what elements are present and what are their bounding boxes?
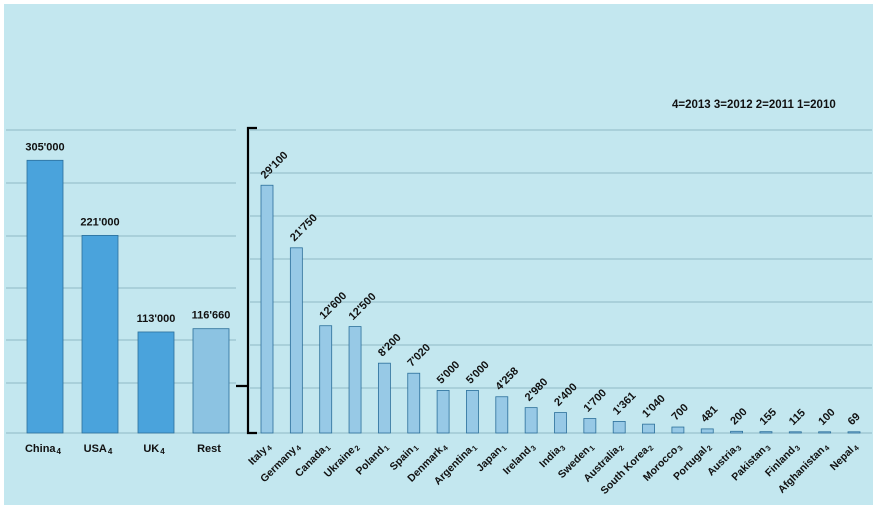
- bar-morocco: [671, 426, 685, 434]
- tick-label-usa: USA4: [84, 443, 113, 456]
- tick-subscript: 1: [411, 443, 420, 452]
- tick-subscript: 3: [558, 443, 567, 452]
- rest-bracket: [236, 126, 257, 435]
- bar-portugal: [700, 428, 714, 434]
- bar-south-korea: [642, 423, 655, 434]
- tick-subscript: 1: [499, 443, 508, 452]
- tick-subscript: 4: [160, 447, 165, 456]
- bar-uk: [137, 331, 175, 434]
- bar-india: [554, 412, 567, 434]
- tick-subscript: 4: [294, 443, 304, 453]
- tick-subscript: 1: [382, 443, 391, 452]
- tick-subscript: 4: [852, 443, 862, 453]
- tick-subscript: 2: [353, 443, 362, 452]
- tick-subscript: 1: [470, 443, 479, 452]
- bar-ireland: [524, 407, 538, 434]
- bar-canada: [319, 325, 333, 434]
- tick-label-uk: UK4: [143, 443, 165, 456]
- tick-label-rest: Rest: [197, 443, 221, 455]
- bar-denmark: [436, 390, 450, 434]
- bar-china: [26, 159, 64, 434]
- tick-subscript: 2: [705, 443, 714, 452]
- tick-subscript: 1: [587, 443, 596, 452]
- tick-subscript: 3: [793, 443, 802, 452]
- tick-subscript: 4: [57, 447, 62, 456]
- data-label-uk: 113'000: [137, 313, 176, 325]
- bar-afghanistan: [818, 431, 832, 434]
- bar-usa: [81, 234, 119, 434]
- bar-germany: [289, 247, 303, 434]
- data-label-rest: 116'660: [192, 310, 231, 322]
- bar-finland: [788, 431, 802, 434]
- tick-subscript: 3: [529, 443, 538, 452]
- bar-sweden: [583, 418, 597, 434]
- bar-spain: [407, 372, 421, 434]
- tick-subscript: 4: [441, 443, 451, 453]
- tick-label-china: China4: [25, 443, 62, 456]
- tick-subscript: 3: [734, 443, 743, 452]
- tick-subscript: 4: [822, 443, 832, 453]
- bar-rest: [192, 328, 230, 434]
- tick-subscript: 2: [617, 443, 626, 452]
- bar-poland: [377, 362, 391, 434]
- tick-subscript: 1: [323, 443, 332, 452]
- bar-ukraine: [348, 326, 362, 434]
- tick-subscript: 3: [763, 443, 772, 452]
- tick-subscript: 4: [108, 447, 113, 456]
- bar-italy: [260, 184, 274, 434]
- left-bar-series: 305'000 China4 221'000 USA4 113'000 UK4 116'66…: [25, 141, 230, 456]
- data-label-china: 305'000: [25, 141, 64, 153]
- bar-argentina: [466, 390, 479, 434]
- tick-subscript: 3: [675, 443, 684, 452]
- bar-pakistan: [759, 431, 773, 434]
- tick-subscript: 2: [646, 443, 655, 452]
- tick-subscript: 4: [265, 443, 275, 453]
- bar-austria: [730, 430, 743, 434]
- bar-nepal: [847, 431, 861, 434]
- data-label-usa: 221'000: [80, 216, 119, 228]
- bar-australia: [612, 421, 626, 434]
- bar-japan: [495, 396, 509, 434]
- year-legend: 4=2013 3=2012 2=2011 1=2010: [672, 99, 836, 111]
